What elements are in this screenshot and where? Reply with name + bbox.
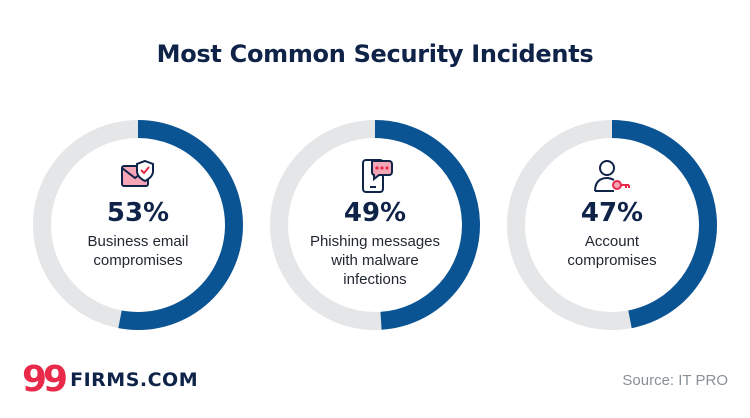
phone-chat-icon xyxy=(355,156,395,196)
label-line: Phishing messages xyxy=(309,233,441,250)
logo-mark: 99 xyxy=(22,359,68,400)
percent-value-3: 47% xyxy=(580,198,644,228)
donut-chart-1: 53% Business email compromises xyxy=(31,118,245,332)
incident-label-2: Phishing messages with malware infection… xyxy=(310,232,440,289)
donut-center-3: 47% Account compromises xyxy=(505,118,719,332)
label-line: infections xyxy=(343,271,407,288)
incident-label-3: Account compromises xyxy=(567,232,656,270)
donut-arc-2 xyxy=(374,120,480,330)
percent-value-1: 53% xyxy=(106,198,170,228)
logo-wordmark: FIRMS.COM xyxy=(70,369,199,391)
donut-ring-3 xyxy=(507,120,717,330)
chart-title: Most Common Security Incidents xyxy=(156,40,594,68)
label-line: compromises xyxy=(93,252,183,269)
donut-center-2: 49% Phishing messages with malware infec… xyxy=(268,118,482,332)
donut-chart-2: 49% Phishing messages with malware infec… xyxy=(268,118,482,332)
donut-center-1: 53% Business email compromises xyxy=(31,118,245,332)
incident-label-1: Business email compromises xyxy=(88,232,189,270)
label-line: Account xyxy=(584,233,640,250)
source-note: Source: IT PRO xyxy=(622,372,728,389)
user-key-icon xyxy=(592,156,632,196)
label-line: compromises xyxy=(567,252,657,269)
label-line: Business email xyxy=(87,233,189,250)
percent-value-2: 49% xyxy=(343,198,407,228)
brand-logo[interactable]: 99 FIRMS.COM xyxy=(22,360,198,400)
donut-ring-2 xyxy=(270,120,480,330)
donut-arc-3 xyxy=(611,120,717,329)
donut-arc-1 xyxy=(118,120,243,330)
donut-ring-1 xyxy=(33,120,243,330)
envelope-shield-icon xyxy=(118,156,158,196)
label-line: with malware xyxy=(331,252,419,269)
donut-chart-3: 47% Account compromises xyxy=(505,118,719,332)
